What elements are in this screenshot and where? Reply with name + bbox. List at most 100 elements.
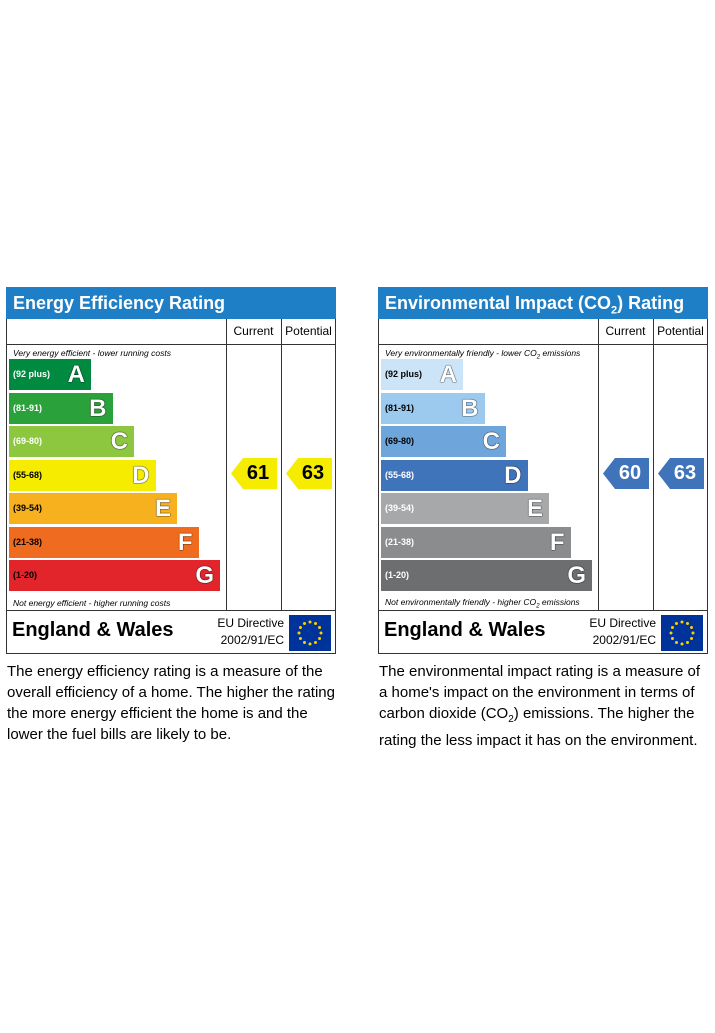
band-range-label: (1-20) — [385, 570, 410, 580]
footer-divider — [7, 610, 335, 611]
description-prefix: The environmental impact rating is a mea… — [379, 663, 700, 722]
band-bar-b: (81-91) B — [9, 392, 113, 424]
flag-star — [318, 637, 322, 640]
flag-star — [680, 642, 684, 646]
current-rating-arrow: 61 — [231, 457, 277, 489]
band-bar-g: (1-20) G — [381, 560, 592, 591]
eu-directive-line1: EU Directive — [589, 616, 656, 630]
band-bar-b: (81-91) B — [381, 392, 485, 424]
flag-star — [691, 631, 695, 635]
flag-star — [686, 621, 689, 625]
band-bar-e: (39-54) E — [381, 493, 549, 524]
bottom-note-suffix: emissions — [539, 597, 580, 607]
eu-directive-line1: EU Directive — [217, 616, 284, 630]
band-bar-e: (39-54) E — [9, 493, 177, 524]
band-letter: F — [177, 528, 193, 556]
flag-star — [690, 637, 694, 640]
band-bar-d: (55-68) D — [9, 459, 156, 491]
energy-efficiency-chart: Energy Efficiency Rating Current Potenti… — [6, 287, 336, 654]
potential-rating-value: 63 — [673, 461, 697, 484]
band-range-label: (55-68) — [13, 469, 43, 480]
current-rating-value: 60 — [618, 461, 642, 484]
potential-rating-arrow: 63 — [286, 457, 332, 489]
potential-rating-arrow: 63 — [658, 457, 704, 489]
flag-star — [308, 642, 312, 646]
band-letter: D — [504, 461, 522, 489]
current-column-header: Current — [233, 324, 274, 338]
region-label: England & Wales — [384, 619, 546, 641]
band-bar-c: (69-80) C — [9, 426, 134, 457]
flag-star — [686, 641, 689, 645]
flag-star — [669, 631, 673, 635]
band-letter: B — [89, 394, 107, 422]
band-letter: A — [439, 361, 457, 388]
column-divider — [281, 319, 282, 610]
eu-directive: EU Directive 2002/91/EC — [217, 615, 284, 649]
band-letter: F — [549, 528, 565, 556]
potential-rating-value: 63 — [301, 461, 325, 484]
band-letter: E — [526, 495, 543, 522]
top-note: Very environmentally friendly - lower CO… — [385, 348, 580, 361]
flag-star — [675, 621, 678, 625]
eu-flag-icon — [661, 615, 703, 651]
band-range-label: (55-68) — [385, 469, 415, 480]
flag-star — [675, 641, 678, 645]
band-range-label: (39-54) — [385, 503, 415, 513]
column-divider — [226, 319, 227, 610]
band-letter: G — [195, 562, 214, 589]
band-letter: B — [461, 394, 479, 422]
top-note: Very energy efficient - lower running co… — [13, 348, 171, 358]
flag-star — [308, 620, 312, 624]
bottom-note: Not energy efficient - higher running co… — [13, 598, 171, 608]
band-range-label: (1-20) — [13, 570, 38, 580]
band-range-label: (92 plus) — [13, 369, 51, 379]
environmental-impact-chart: Environmental Impact (CO2) Rating Curren… — [378, 287, 708, 654]
description-suffix: ) emissions. The higher the rating the l… — [379, 705, 698, 749]
band-letter: C — [482, 428, 500, 455]
flag-star — [314, 641, 317, 645]
eu-flag-icon — [289, 615, 331, 651]
current-column-header: Current — [605, 324, 646, 338]
flag-star — [314, 621, 317, 625]
band-letter: A — [67, 361, 85, 388]
band-range-label: (21-38) — [13, 536, 43, 547]
potential-column-header: Potential — [657, 324, 704, 338]
eu-directive: EU Directive 2002/91/EC — [589, 615, 656, 649]
band-range-label: (69-80) — [385, 436, 415, 446]
eu-directive-line2: 2002/91/EC — [220, 633, 284, 647]
title-prefix: Environmental Impact (CO — [385, 293, 612, 313]
title-suffix: ) Rating — [617, 293, 685, 313]
current-rating-arrow: 60 — [603, 457, 649, 489]
flag-star — [297, 631, 301, 635]
flag-star — [298, 626, 302, 629]
band-bar-d: (55-68) D — [381, 459, 528, 491]
bottom-note-prefix: Not environmentally friendly - higher CO — [385, 597, 537, 607]
flag-star — [670, 637, 674, 640]
top-note-prefix: Very environmentally friendly - lower CO — [385, 348, 537, 358]
chart-title: Energy Efficiency Rating — [6, 287, 336, 319]
band-bar-c: (69-80) C — [381, 426, 506, 457]
chart-title: Environmental Impact (CO2) Rating — [378, 287, 708, 319]
energy-efficiency-description: The energy efficiency rating is a measur… — [7, 663, 335, 743]
band-range-label: (81-91) — [385, 402, 415, 413]
band-letter: E — [154, 495, 171, 522]
band-bar-f: (21-38) F — [9, 526, 199, 558]
band-letter: C — [110, 428, 128, 455]
column-divider — [653, 319, 654, 610]
potential-column-header: Potential — [285, 324, 332, 338]
top-note-suffix: emissions — [540, 348, 581, 358]
bottom-note: Not environmentally friendly - higher CO… — [385, 597, 580, 610]
chart-frame: Current Potential Very environmentally f… — [378, 319, 708, 654]
band-range-label: (81-91) — [13, 402, 43, 413]
flag-star — [303, 621, 306, 625]
band-range-label: (39-54) — [13, 503, 43, 513]
band-range-label: (21-38) — [385, 536, 415, 547]
band-letter: G — [567, 562, 586, 589]
bottom-note-subscript: 2 — [536, 603, 540, 610]
region-label: England & Wales — [12, 619, 174, 641]
chart-frame: Current Potential Very energy efficient … — [6, 319, 336, 654]
current-rating-value: 61 — [246, 461, 270, 484]
title-subscript: 2 — [611, 304, 618, 317]
top-note-subscript: 2 — [536, 354, 541, 361]
band-letter: D — [132, 461, 150, 489]
